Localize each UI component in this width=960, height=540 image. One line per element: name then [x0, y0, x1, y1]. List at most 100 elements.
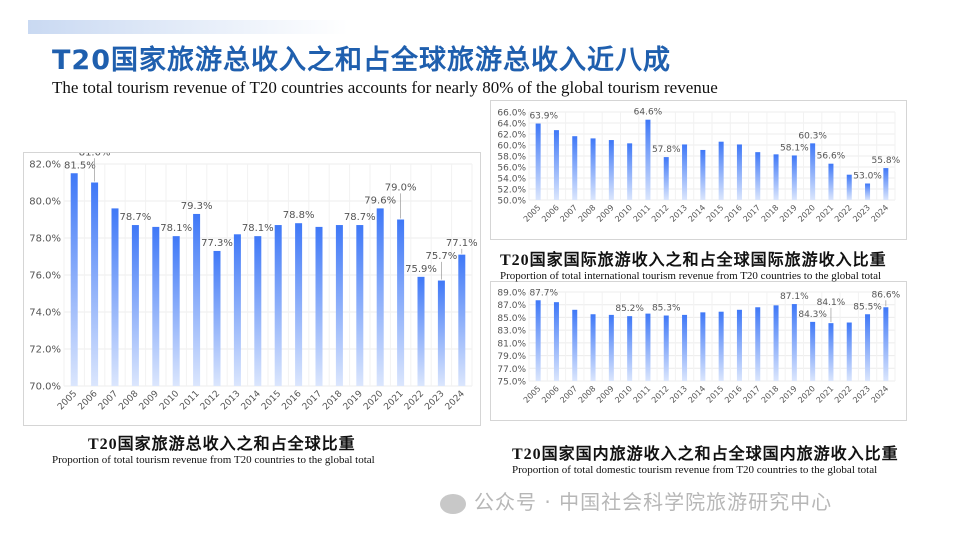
- chart-international: 50.0%52.0%54.0%56.0%58.0%60.0%62.0%64.0%…: [497, 108, 900, 224]
- bar-2016: [736, 309, 742, 381]
- bar-2009: [152, 226, 160, 386]
- bar-2023: [865, 183, 871, 200]
- x-tick-label: 2022: [833, 384, 854, 405]
- x-tick-label: 2007: [97, 389, 120, 412]
- bar-2011: [645, 119, 651, 200]
- data-label: 84.3%: [798, 310, 827, 320]
- bar-2007: [572, 136, 578, 200]
- bar-2008: [131, 225, 139, 386]
- x-tick-label: 2016: [723, 203, 744, 224]
- data-label: 85.2%: [615, 304, 644, 314]
- bar-2018: [773, 154, 779, 200]
- bar-2008: [590, 314, 596, 381]
- bar-2017: [755, 152, 761, 200]
- data-label: 64.6%: [634, 108, 663, 118]
- x-tick-label: 2008: [577, 384, 598, 405]
- y-tick-label: 83.0%: [497, 327, 526, 337]
- y-tick-label: 62.0%: [497, 131, 526, 141]
- x-tick-label: 2010: [613, 203, 634, 224]
- y-tick-label: 58.0%: [497, 153, 526, 163]
- bar-2006: [553, 130, 559, 200]
- x-tick-label: 2017: [741, 203, 762, 224]
- chart-subtitle: Proportion of total tourism revenue from…: [52, 454, 375, 466]
- data-label: 77.3%: [201, 238, 233, 249]
- x-tick-label: 2020: [796, 203, 817, 224]
- x-tick-label: 2019: [342, 389, 365, 412]
- bar-2020: [810, 321, 816, 381]
- bar-2015: [274, 225, 282, 386]
- data-label: 81.0%: [79, 153, 111, 158]
- x-tick-label: 2011: [632, 203, 653, 224]
- data-label: 78.7%: [120, 212, 152, 223]
- x-tick-label: 2009: [595, 384, 616, 405]
- data-label: 77.1%: [446, 238, 478, 249]
- watermark-text: 公众号 · 中国社会科学院旅游研究中心: [474, 490, 833, 514]
- data-label: 63.9%: [529, 112, 558, 122]
- y-tick-label: 85.0%: [497, 314, 526, 324]
- x-tick-label: 2011: [178, 389, 201, 412]
- x-tick-label: 2007: [558, 384, 579, 405]
- bar-2014: [700, 149, 706, 200]
- chart-subtitle: Proportion of total international touris…: [500, 270, 882, 282]
- bar-2012: [663, 315, 669, 381]
- bar-2005: [535, 123, 541, 200]
- chart-subtitle: Proportion of total domestic tourism rev…: [512, 464, 878, 476]
- x-tick-label: 2013: [219, 389, 242, 412]
- y-tick-label: 89.0%: [497, 289, 526, 299]
- x-tick-label: 2020: [362, 389, 385, 412]
- x-tick-label: 2014: [240, 389, 263, 412]
- bar-2016: [295, 223, 303, 386]
- x-tick-label: 2010: [158, 389, 181, 412]
- x-tick-label: 2015: [705, 384, 726, 405]
- header-decoration: [28, 20, 348, 34]
- data-label: 85.3%: [652, 304, 681, 314]
- x-tick-label: 2013: [668, 203, 689, 224]
- chart-international-box: 50.0% 52.0% 54.0% 56.0% 58.0% 60.0% 62.0% 64.0%…: [490, 100, 907, 240]
- bar-2021: [397, 219, 405, 386]
- y-tick-label: 52.0%: [497, 186, 526, 196]
- data-label: 85.5%: [853, 302, 882, 312]
- bar-2017: [755, 307, 761, 381]
- bar-2015: [718, 311, 724, 381]
- y-tick-label: 79.0%: [497, 352, 526, 362]
- y-tick-label: 87.0%: [497, 301, 526, 311]
- bar-2010: [172, 236, 180, 386]
- x-tick-label: 2012: [650, 203, 671, 224]
- bar-2013: [233, 234, 241, 386]
- bar-2005: [535, 300, 541, 381]
- bar-2014: [700, 312, 706, 381]
- x-tick-label: 2020: [796, 384, 817, 405]
- bar-2023: [437, 280, 445, 386]
- data-label: 81.5%: [64, 160, 96, 171]
- data-label: 78.1%: [160, 223, 192, 234]
- bar-2018: [773, 305, 779, 381]
- chart-total: 70.0% 72.0% 74.0% 76.0% 78.0% 80.0% 82.0% 81.5%…: [29, 147, 478, 412]
- x-tick-label: 2018: [760, 203, 781, 224]
- bar-2024: [458, 254, 466, 386]
- y-tick-label: 60.0%: [497, 142, 526, 152]
- bar-2018: [335, 225, 343, 386]
- chart-title: T20国家旅游总收入之和占全球比重: [88, 436, 356, 453]
- data-label: 79.0%: [385, 182, 417, 193]
- data-label: 75.7%: [426, 251, 458, 262]
- y-tick-label: 72.0%: [29, 345, 61, 356]
- x-tick-label: 2021: [815, 384, 836, 405]
- x-tick-label: 2007: [558, 203, 579, 224]
- data-label: 84.1%: [817, 298, 846, 308]
- x-tick-label: 2012: [199, 389, 222, 412]
- watermark: 公众号 · 中国社会科学院旅游研究中心: [440, 486, 832, 515]
- page-subtitle: The total tourism revenue of T20 countri…: [52, 78, 718, 97]
- data-label: 57.8%: [652, 145, 681, 155]
- y-tick-label: 66.0%: [497, 109, 526, 119]
- y-tick-label: 64.0%: [497, 120, 526, 130]
- bar-2017: [315, 226, 323, 386]
- bar-2019: [791, 155, 797, 200]
- bar-2013: [682, 144, 688, 200]
- y-tick-label: 56.0%: [497, 164, 526, 174]
- bar-2016: [736, 144, 742, 200]
- bar-2013: [682, 314, 688, 381]
- bar-2010: [627, 143, 633, 200]
- data-label: 78.8%: [283, 210, 315, 221]
- bar-2021: [828, 323, 834, 381]
- y-tick-label: 77.0%: [497, 365, 526, 375]
